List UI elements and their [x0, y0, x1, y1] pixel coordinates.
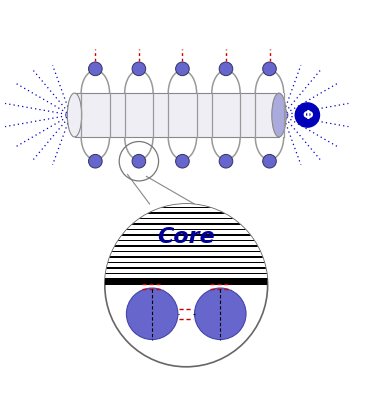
Bar [105, 262, 268, 263]
Circle shape [132, 154, 146, 168]
Ellipse shape [67, 93, 82, 137]
Bar [105, 204, 268, 286]
Circle shape [295, 103, 320, 127]
Bar [105, 218, 268, 220]
Bar [105, 278, 268, 285]
Circle shape [89, 62, 102, 75]
Circle shape [89, 154, 102, 168]
Bar [105, 229, 268, 231]
Circle shape [132, 62, 146, 75]
Circle shape [219, 154, 233, 168]
Bar [74, 93, 279, 137]
Bar [105, 240, 268, 241]
Bar [105, 267, 268, 269]
Circle shape [219, 62, 233, 75]
Ellipse shape [272, 93, 286, 137]
Bar [105, 212, 268, 214]
Bar [105, 207, 268, 208]
Bar [105, 223, 268, 225]
Circle shape [176, 62, 189, 75]
Circle shape [105, 204, 268, 367]
Text: Core: Core [157, 226, 215, 246]
Circle shape [263, 154, 276, 168]
Bar [105, 273, 268, 274]
Bar [105, 234, 268, 236]
Bar [105, 245, 268, 247]
Circle shape [263, 62, 276, 75]
Bar [105, 251, 268, 252]
Bar [105, 278, 268, 280]
Bar [105, 256, 268, 258]
Circle shape [127, 288, 178, 339]
Circle shape [195, 288, 246, 339]
Circle shape [176, 154, 189, 168]
Text: Φ: Φ [302, 109, 313, 122]
